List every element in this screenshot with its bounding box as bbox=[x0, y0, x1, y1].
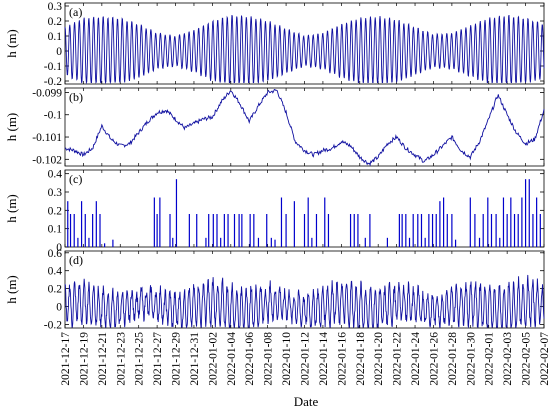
x-tick-label: 2022-01-16 bbox=[336, 332, 348, 386]
x-tick-label: 2022-01-28 bbox=[447, 332, 459, 386]
x-tick-label: 2022-01-12 bbox=[300, 332, 312, 386]
x-tick-label: 2021-12-21 bbox=[97, 332, 109, 386]
data-line bbox=[64, 274, 545, 329]
y-tick-label: 0.3 bbox=[48, 1, 63, 13]
x-tick-label: 2022-02-05 bbox=[521, 332, 533, 386]
panel-3: 0 0.1 0.2 0.3 0.4 h (m) (c) bbox=[4, 169, 545, 254]
x-tick-label: 2022-02-07 bbox=[539, 332, 550, 386]
x-tick-label: 2021-12-27 bbox=[152, 332, 164, 386]
x-tick-label: 2022-02-03 bbox=[502, 332, 514, 386]
y-tick-label: 0.2 bbox=[48, 205, 63, 217]
x-tick-label: 2021-12-17 bbox=[60, 332, 72, 386]
panel-label: (a) bbox=[69, 5, 82, 19]
x-axis-title: Date bbox=[294, 394, 319, 409]
panel-4: -0.2 0 0.2 0.4 0.6 h (m) (d) bbox=[4, 248, 545, 331]
panel-frame bbox=[64, 87, 545, 167]
x-tick-label: 2021-12-23 bbox=[115, 332, 127, 386]
x-tick-label: 2022-01-10 bbox=[281, 332, 293, 386]
y-axis-title: h (m) bbox=[4, 113, 19, 142]
x-tick-label: 2022-01-20 bbox=[373, 332, 385, 386]
y-tick-label: 0.6 bbox=[48, 248, 63, 260]
x-tick-label: 2022-01-04 bbox=[226, 332, 238, 386]
y-axis-title: h (m) bbox=[4, 275, 19, 304]
y-tick-label: 0.2 bbox=[48, 16, 63, 28]
y-tick-label: -0.102 bbox=[32, 154, 62, 166]
panel-label: (b) bbox=[69, 90, 83, 104]
y-tick-label: -0.099 bbox=[32, 87, 62, 99]
y-tick-label: 0.1 bbox=[48, 224, 63, 236]
y-tick-label: 0.4 bbox=[48, 169, 63, 181]
y-tick-label: 0.2 bbox=[48, 284, 63, 296]
y-tick-label: -0.101 bbox=[32, 132, 62, 144]
y-tick-label: 0.3 bbox=[48, 187, 63, 199]
x-tick-label: 2022-01-02 bbox=[207, 332, 219, 386]
x-tick-label: 2022-01-18 bbox=[355, 332, 367, 386]
x-tick-label: 2021-12-25 bbox=[134, 332, 146, 386]
panel-2: -0.102 -0.101 -0.1 -0.099 h (m) (b) bbox=[4, 87, 545, 167]
y-tick-label: 0.1 bbox=[48, 31, 63, 43]
x-tick-label: 2022-01-14 bbox=[318, 332, 330, 386]
x-tick-label: 2021-12-31 bbox=[189, 332, 201, 386]
y-tick-label: 0 bbox=[56, 302, 62, 314]
x-tick-label: 2022-01-06 bbox=[244, 332, 256, 386]
y-tick-label: 0 bbox=[56, 46, 62, 58]
x-tick-label: 2022-01-22 bbox=[392, 332, 404, 386]
y-tick-label: -0.2 bbox=[44, 76, 62, 88]
y-axis-title: h (m) bbox=[4, 29, 19, 58]
x-tick-label: 2022-01-24 bbox=[410, 332, 422, 386]
x-tick-label: 2022-01-08 bbox=[263, 332, 275, 386]
y-tick-label: -0.1 bbox=[44, 61, 62, 73]
panel-1: -0.2 -0.1 0 0.1 0.2 0.3 h (m) (a) bbox=[4, 1, 545, 88]
data-line bbox=[64, 14, 545, 85]
x-tick-label: 2022-01-26 bbox=[428, 332, 440, 386]
panel-label: (c) bbox=[69, 172, 82, 186]
y-tick-label: -0.1 bbox=[44, 110, 62, 122]
x-tick-label: 2022-02-01 bbox=[484, 332, 496, 386]
x-tick-label: 2021-12-29 bbox=[171, 332, 183, 386]
panel-label: (d) bbox=[69, 253, 83, 267]
x-tick-label: 2021-12-19 bbox=[78, 332, 90, 386]
y-tick-label: 0.4 bbox=[48, 266, 63, 278]
y-tick-label: 0 bbox=[56, 242, 62, 254]
y-axis-title: h (m) bbox=[4, 194, 19, 223]
data-line bbox=[64, 89, 545, 167]
x-tick-label: 2022-01-30 bbox=[465, 332, 477, 386]
y-tick-label: -0.2 bbox=[44, 319, 62, 331]
